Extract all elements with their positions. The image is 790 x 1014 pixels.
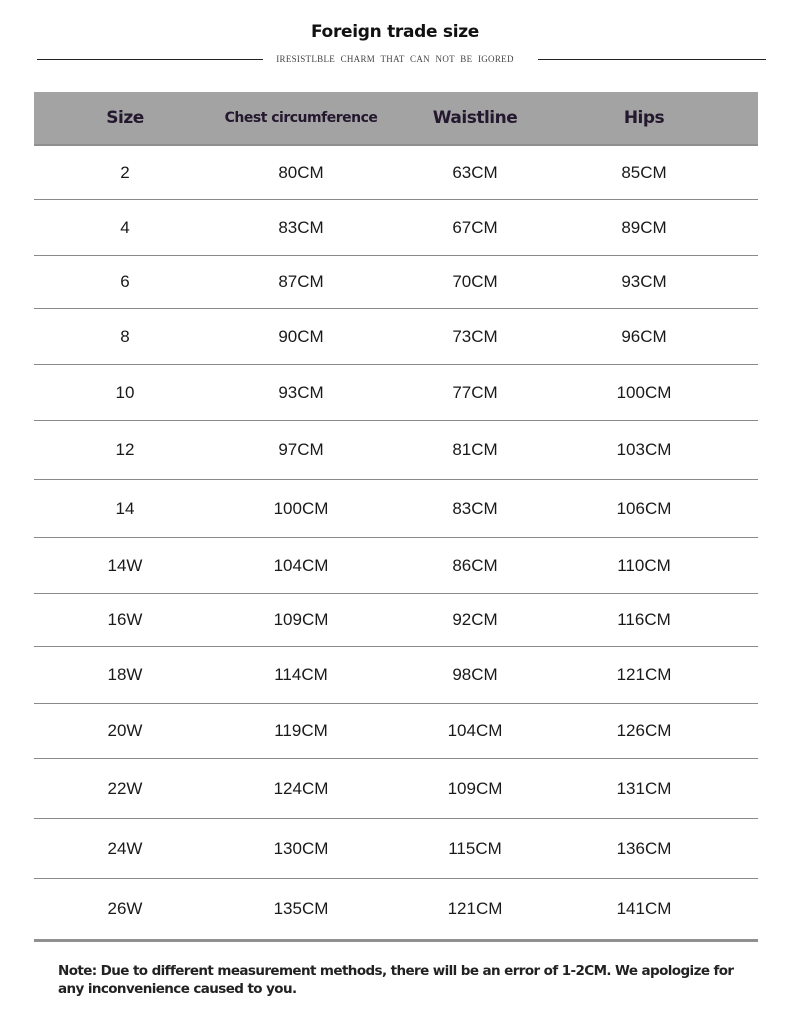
cell-chest: 104CM — [273, 555, 329, 575]
cell-waist: 109CM — [447, 778, 503, 798]
cell-size: 26W — [107, 899, 143, 918]
subtitle: IRESISTLBLE CHARM THAT CAN NOT BE IGORED — [276, 54, 514, 64]
cell-chest: 80CM — [278, 162, 324, 182]
cell-size: 14 — [115, 498, 135, 518]
cell-size: 16W — [107, 610, 143, 629]
header-size: Size — [106, 108, 144, 128]
cell-size: 12 — [115, 440, 135, 459]
cell-waist: 115CM — [448, 838, 502, 858]
table-row: 4 83CM 67CM 89CM — [34, 200, 758, 256]
cell-waist: 73CM — [452, 326, 498, 346]
cell-chest: 83CM — [278, 217, 324, 237]
cell-size: 2 — [120, 162, 130, 182]
cell-waist: 77CM — [452, 382, 498, 402]
cell-chest: 130CM — [273, 838, 329, 858]
cell-hips: 106CM — [616, 498, 672, 518]
cell-size: 22W — [107, 778, 143, 798]
cell-waist: 63CM — [452, 162, 498, 182]
cell-size: 24W — [107, 838, 143, 858]
cell-chest: 97CM — [278, 440, 324, 459]
table-row: 10 93CM 77CM 100CM — [34, 365, 758, 421]
cell-waist: 81CM — [452, 440, 498, 459]
cell-hips: 131CM — [616, 778, 672, 798]
size-table: Size Chest circumference Waistline Hips … — [34, 92, 758, 942]
cell-size: 4 — [120, 217, 130, 237]
table-row: 16W 109CM 92CM 116CM — [34, 594, 758, 647]
table-header: Size Chest circumference Waistline Hips — [34, 92, 758, 146]
cell-waist: 67CM — [452, 217, 498, 237]
table-row: 26W 135CM 121CM 141CM — [34, 879, 758, 942]
cell-size: 10 — [115, 382, 135, 402]
cell-hips: 136CM — [616, 838, 672, 858]
cell-size: 14W — [107, 555, 143, 575]
cell-waist: 98CM — [452, 665, 498, 684]
table-row: 2 80CM 63CM 85CM — [34, 146, 758, 200]
header-hips: Hips — [623, 108, 665, 128]
cell-chest: 109CM — [273, 610, 329, 629]
cell-size: 18W — [107, 665, 143, 684]
cell-chest: 93CM — [278, 382, 324, 402]
table-row: 20W 119CM 104CM 126CM — [34, 704, 758, 759]
cell-chest: 87CM — [278, 272, 324, 291]
divider-left — [37, 59, 263, 60]
table-row: 12 97CM 81CM 103CM — [34, 421, 758, 480]
cell-chest: 114CM — [274, 665, 328, 684]
cell-hips: 116CM — [617, 610, 671, 629]
divider-right — [538, 59, 766, 60]
cell-waist: 104CM — [447, 721, 503, 740]
table-row: 22W 124CM 109CM 131CM — [34, 759, 758, 819]
cell-hips: 96CM — [621, 326, 667, 346]
measurement-note: Note: Due to different measurement metho… — [58, 963, 734, 997]
cell-hips: 89CM — [621, 217, 667, 237]
table-row: 18W 114CM 98CM 121CM — [34, 647, 758, 704]
header-chest: Chest circumference — [224, 110, 378, 126]
cell-chest: 124CM — [273, 778, 329, 798]
cell-chest: 100CM — [273, 498, 329, 518]
cell-hips: 103CM — [616, 440, 672, 459]
table-row: 8 90CM 73CM 96CM — [34, 309, 758, 365]
page-title: Foreign trade size — [310, 22, 480, 42]
cell-chest: 90CM — [278, 326, 324, 346]
header-waist: Waistline — [432, 108, 518, 128]
table-row: 14 100CM 83CM 106CM — [34, 480, 758, 538]
table-row: 24W 130CM 115CM 136CM — [34, 819, 758, 879]
cell-hips: 100CM — [616, 382, 672, 402]
table-row: 14W 104CM 86CM 110CM — [34, 538, 758, 594]
cell-hips: 121CM — [616, 665, 672, 684]
cell-chest: 135CM — [273, 899, 329, 918]
cell-hips: 93CM — [621, 272, 667, 291]
cell-waist: 86CM — [452, 555, 498, 575]
cell-size: 20W — [107, 721, 143, 740]
table-row: 6 87CM 70CM 93CM — [34, 256, 758, 309]
cell-size: 6 — [120, 272, 130, 291]
cell-hips: 141CM — [616, 899, 672, 918]
cell-size: 8 — [120, 326, 130, 346]
cell-hips: 126CM — [616, 721, 672, 740]
cell-waist: 121CM — [447, 899, 503, 918]
cell-waist: 83CM — [452, 498, 498, 518]
cell-hips: 110CM — [617, 555, 671, 575]
cell-chest: 119CM — [274, 721, 328, 740]
cell-hips: 85CM — [621, 162, 667, 182]
cell-waist: 70CM — [452, 272, 498, 291]
cell-waist: 92CM — [452, 610, 498, 629]
